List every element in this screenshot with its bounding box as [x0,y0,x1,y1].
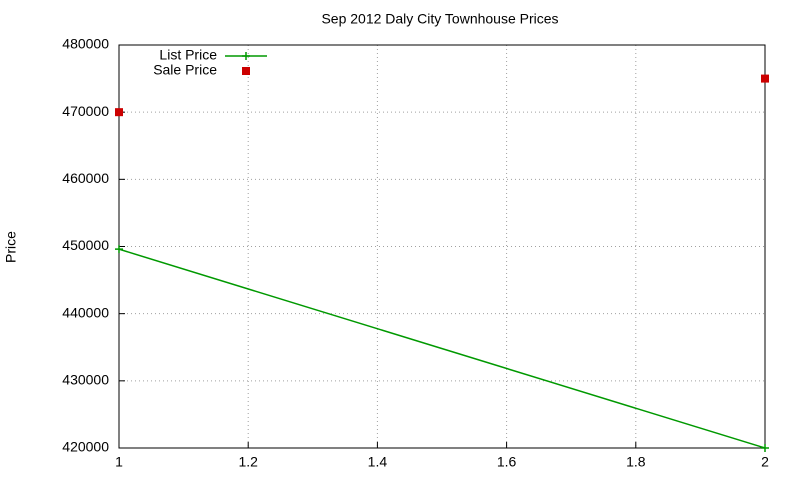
y-tick-label: 440000 [62,304,109,320]
chart-title: Sep 2012 Daly City Townhouse Prices [321,11,558,27]
point-marker [242,67,250,75]
point-marker [761,444,769,452]
x-tick-label: 1.8 [626,454,646,470]
x-tick-label: 1 [115,454,123,470]
y-tick-label: 460000 [62,170,109,186]
point-marker [761,74,769,83]
y-tick-label: 480000 [62,36,109,52]
point-marker [242,52,250,60]
series-line [118,248,766,449]
y-tick-label: 420000 [62,439,109,455]
point-marker [115,108,123,117]
y-tick-label: 430000 [62,372,109,388]
point-marker [115,245,123,254]
x-tick-label: 1.2 [238,454,258,470]
legend-label: List Price [159,47,217,63]
x-tick-label: 1.6 [497,454,517,470]
y-tick-label: 450000 [62,237,109,253]
y-axis-label: Price [3,231,19,263]
x-tick-label: 1.4 [368,454,388,470]
y-tick-label: 470000 [62,103,109,119]
x-tick-label: 2 [761,454,769,470]
legend-label: Sale Price [153,62,217,78]
